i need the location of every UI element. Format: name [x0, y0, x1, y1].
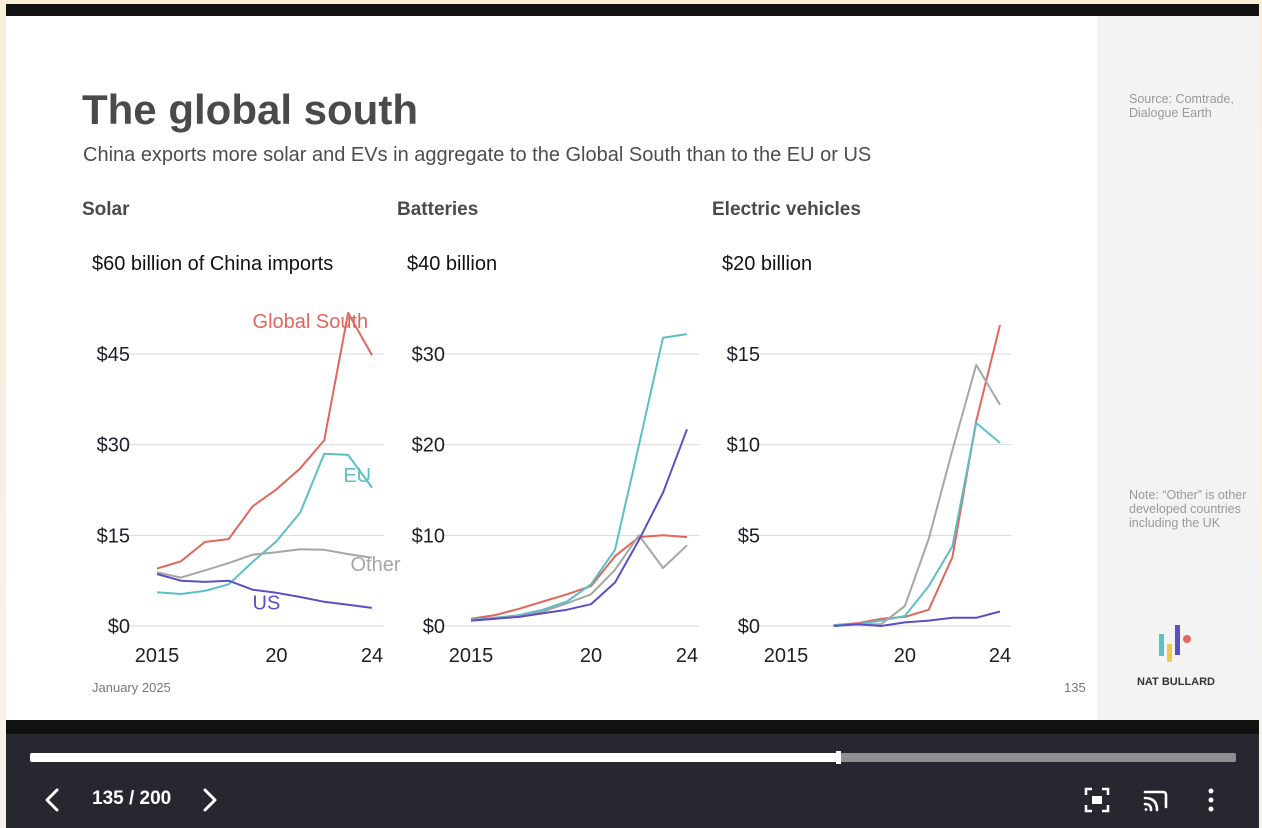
y-tick-label: $0	[423, 616, 445, 638]
chart-panel-title: Electric vehicles	[712, 199, 861, 220]
top-frame-bar	[6, 4, 1259, 16]
y-tick-label: $0	[738, 616, 760, 638]
x-tick-label: 20	[894, 645, 916, 667]
presentation-controls: 135 / 200	[6, 720, 1259, 828]
series-line-other	[833, 363, 1001, 627]
chart-unit-title: $60 billion of China imports	[92, 253, 333, 275]
series-label-eu: EU	[343, 465, 371, 487]
chart-unit-title: $40 billion	[407, 253, 497, 275]
x-tick-label: 24	[361, 645, 383, 667]
slide-sidebar: Source: Comtrade, Dialogue Earth Note: “…	[1097, 16, 1259, 720]
series-line-eu	[156, 452, 373, 595]
more-vert-icon	[1208, 788, 1214, 812]
series-line-us	[833, 610, 1001, 627]
y-tick-label: $45	[97, 344, 130, 366]
x-tick-label: 20	[265, 645, 287, 667]
series-line-global-south	[470, 534, 688, 620]
chart-panel-title: Solar	[82, 199, 130, 220]
chart-panel-1: Solar $60 billion of China imports $0 $15 $3…	[82, 199, 401, 667]
slide: The global south China exports more sola…	[6, 16, 1097, 720]
previous-slide-button[interactable]	[38, 785, 68, 815]
series-line-eu	[833, 421, 1001, 627]
x-tick-label: 2015	[449, 645, 494, 667]
x-tick-label: 2015	[135, 645, 180, 667]
y-tick-label: $10	[727, 435, 760, 457]
series-label-global-south: Global South	[253, 311, 369, 333]
brand-name: NAT BULLARD	[1136, 676, 1215, 688]
chart-unit-title: $20 billion	[722, 253, 812, 275]
cast-icon	[1143, 790, 1168, 812]
y-tick-label: $10	[412, 525, 445, 547]
source-note: Source: Comtrade, Dialogue Earth	[1129, 92, 1234, 120]
slide-page-number: 135	[1064, 680, 1086, 695]
next-slide-button[interactable]	[194, 785, 224, 815]
x-tick-label: 20	[580, 645, 602, 667]
progress-bar[interactable]	[30, 751, 1236, 764]
y-tick-label: $0	[108, 616, 130, 638]
slide-date: January 2025	[92, 680, 171, 695]
charts-area: Solar $60 billion of China imports $0 $15 $3…	[82, 199, 1011, 667]
y-tick-label: $15	[727, 344, 760, 366]
x-tick-label: 24	[676, 645, 698, 667]
page-indicator: 135 / 200	[92, 788, 172, 809]
chart-panel-2: Batteries $40 billion $0 $10 $20 $30 2015 20 24	[397, 199, 699, 667]
y-tick-label: $5	[738, 525, 760, 547]
page-title: The global south	[82, 86, 418, 133]
fullscreen-button[interactable]	[1082, 785, 1112, 815]
chevron-left-icon	[45, 788, 59, 812]
series-line-eu	[470, 333, 688, 621]
chevron-right-icon	[203, 788, 217, 812]
nat-bullard-logo-icon	[1159, 625, 1191, 662]
more-options-button[interactable]	[1196, 785, 1226, 815]
chart-panel-title: Batteries	[397, 199, 478, 220]
series-line-global-south	[156, 311, 373, 570]
y-tick-label: $15	[97, 525, 130, 547]
series-line-us	[156, 573, 373, 609]
y-tick-label: $20	[412, 435, 445, 457]
y-tick-label: $30	[412, 344, 445, 366]
chart-panel-3: Electric vehicles $20 billion $0 $5 $10 $15 20…	[712, 199, 1011, 667]
progress-handle[interactable]	[836, 751, 842, 764]
x-tick-label: 2015	[764, 645, 809, 667]
progress-fill	[30, 753, 839, 762]
series-line-other	[156, 548, 373, 579]
other-note: Note: “Other” is other developed countri…	[1129, 488, 1247, 530]
y-tick-label: $30	[97, 435, 130, 457]
series-line-us	[470, 428, 688, 622]
page-subtitle: China exports more solar and EVs in aggr…	[83, 144, 872, 166]
x-tick-label: 24	[989, 645, 1011, 667]
cast-button[interactable]	[1140, 785, 1170, 815]
fullscreen-icon	[1084, 787, 1110, 813]
series-label-us: US	[253, 593, 281, 615]
series-label-other: Other	[351, 554, 401, 576]
